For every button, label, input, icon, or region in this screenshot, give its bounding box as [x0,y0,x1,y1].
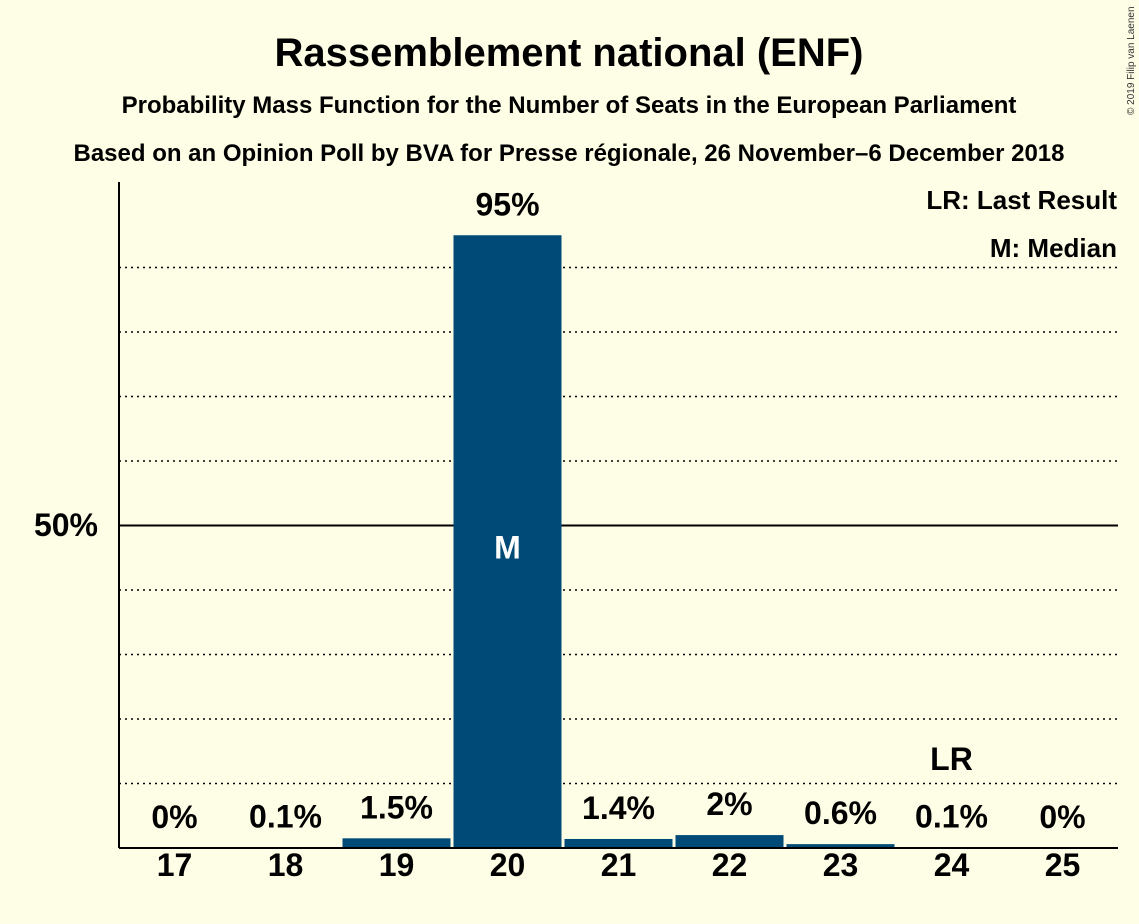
gridlines [119,266,1118,785]
legend-last-result: LR: Last Result [926,185,1117,215]
axes [118,182,1118,849]
x-tick-20: 20 [490,847,526,883]
data-label-21: 1.4% [582,790,655,826]
bar-22 [675,835,784,848]
bar-19 [342,838,451,848]
data-label-18: 0.1% [249,798,322,834]
data-label-25: 0% [1039,799,1085,835]
y-tick-label: 50% [34,507,98,543]
data-label-23: 0.6% [804,795,877,831]
x-tick-labels: 17 18 19 20 21 22 23 24 25 [157,847,1081,883]
bar-21 [564,838,673,848]
data-label-17: 0% [151,799,197,835]
last-result-marker: LR [930,741,973,777]
data-label-24: 0.1% [915,798,988,834]
data-label-19: 1.5% [360,789,433,825]
copyright: © 2019 Filip van Laenen [1126,6,1137,115]
chart-subtitle: Probability Mass Function for the Number… [122,92,1017,119]
x-tick-17: 17 [157,847,193,883]
x-tick-19: 19 [379,847,415,883]
chart-title: Rassemblement national (ENF) [274,31,863,75]
x-tick-23: 23 [823,847,859,883]
median-gap [453,518,562,533]
x-tick-21: 21 [601,847,637,883]
bars [231,235,1006,848]
data-label-20: 95% [475,186,539,222]
bar-20 [453,235,562,848]
data-label-22: 2% [706,786,752,822]
x-tick-22: 22 [712,847,748,883]
data-labels: 0% 0.1% 1.5% 95% M 1.4% 2% 0.6% 0.1% LR 0% [151,186,1085,835]
x-tick-18: 18 [268,847,304,883]
legend-median: M: Median [990,233,1117,263]
chart-subtitle-source: Based on an Opinion Poll by BVA for Pres… [73,140,1064,167]
bar-23 [786,844,895,848]
x-tick-24: 24 [934,847,970,883]
x-tick-25: 25 [1045,847,1081,883]
median-marker: M [494,530,521,566]
